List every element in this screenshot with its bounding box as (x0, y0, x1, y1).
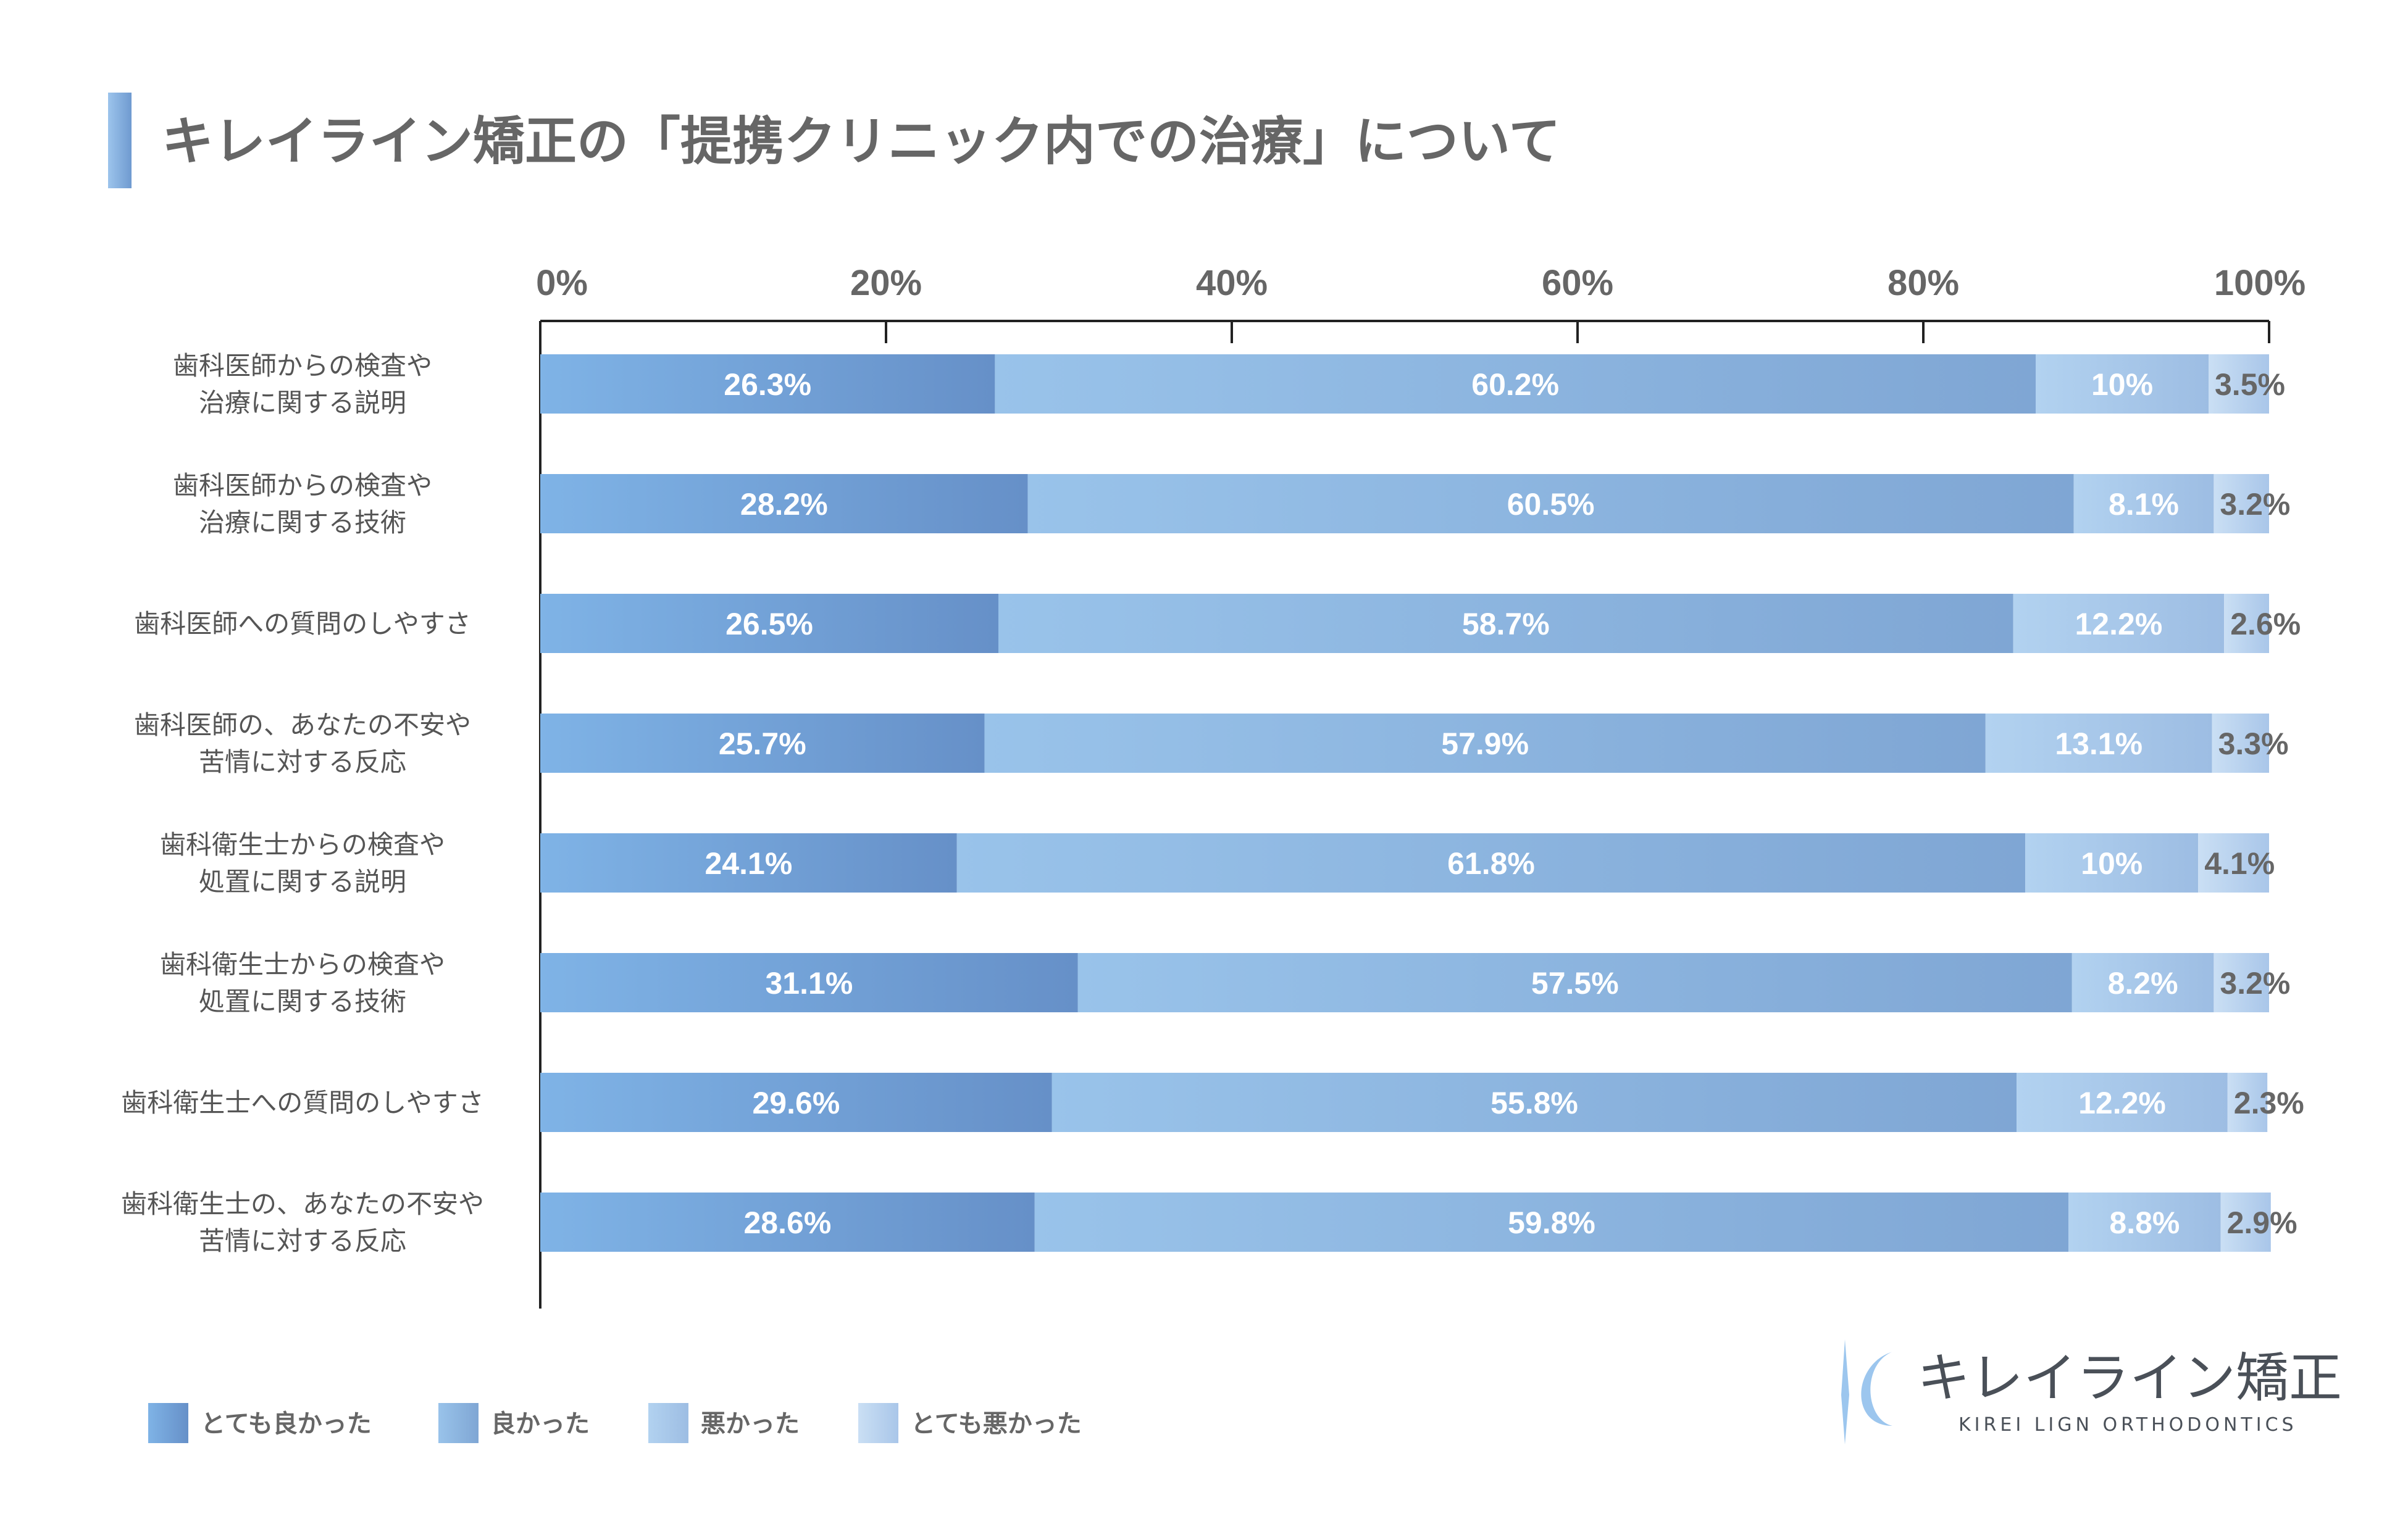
bar-segment (2220, 1193, 2271, 1252)
data-label: 58.7% (1462, 607, 1550, 641)
category-label: 歯科衛生士からの検査や処置に関する説明 (160, 830, 445, 897)
data-label: 31.1% (766, 966, 853, 1001)
bar-segment (540, 1073, 1052, 1132)
bar-segment (995, 354, 2036, 414)
data-label: 29.6% (753, 1086, 840, 1120)
legend-label: とても良かった (201, 1410, 372, 1438)
bar-segment (540, 833, 957, 893)
data-label: 59.8% (1508, 1205, 1595, 1240)
data-label: 8.8% (2109, 1205, 2180, 1240)
data-label: 60.5% (1507, 487, 1595, 522)
data-label: 3.2% (2220, 966, 2290, 1001)
legend-label: 良かった (491, 1410, 590, 1438)
data-label: 3.2% (2220, 487, 2290, 522)
data-label: 2.9% (2227, 1205, 2297, 1240)
bar-segment (1034, 1193, 2069, 1252)
data-label: 10% (2091, 367, 2153, 402)
x-tick-label: 40% (1196, 263, 1268, 303)
x-tick-label: 80% (1888, 263, 1959, 303)
bar-segment (540, 714, 985, 773)
category-labels: 歯科医師からの検査や治療に関する説明歯科医師からの検査や治療に関する技術歯科医師… (121, 351, 484, 1256)
data-label: 10% (2081, 846, 2143, 881)
legend-label: 悪かった (701, 1410, 800, 1438)
category-label: 歯科医師からの検査や治療に関する技術 (173, 470, 432, 538)
bar-segment (1077, 953, 2072, 1012)
bar-segment (2013, 594, 2225, 653)
logo-name-jp: キレイライン矯正 (1917, 1347, 2342, 1409)
bar-segment (2227, 1073, 2268, 1132)
data-label: 28.2% (740, 487, 828, 522)
legend-swatch (438, 1403, 479, 1443)
bar-segment (540, 953, 1078, 1012)
data-label: 28.6% (744, 1205, 832, 1240)
bar-segment (2068, 1193, 2221, 1252)
category-label: 歯科衛生士の、あなたの不安や苦情に対する反応 (121, 1189, 484, 1256)
bar-segment (998, 594, 2013, 653)
logo-arc-mark (1861, 1352, 1892, 1426)
bar-segment (2212, 714, 2269, 773)
legend-label: とても悪かった (911, 1410, 1082, 1438)
x-axis: 0% 20% 40% 60% 80% 100% (536, 263, 2306, 1309)
legend-swatch (148, 1403, 188, 1443)
category-label: 歯科衛生士への質問のしやすさ (121, 1088, 484, 1118)
data-label: 24.1% (705, 846, 793, 881)
bar-segment (1051, 1073, 2017, 1132)
data-label: 8.2% (2108, 966, 2178, 1001)
data-label: 60.2% (1471, 367, 1559, 402)
category-label: 歯科医師からの検査や治療に関する説明 (173, 351, 432, 418)
bar-segment (2214, 474, 2269, 533)
page-title: キレイライン矯正の「提携クリニック内での治療」について (162, 111, 1560, 172)
data-label: 61.8% (1447, 846, 1535, 881)
x-tick-label: 20% (850, 263, 922, 303)
bar-segment (2025, 833, 2199, 893)
legend-swatch (648, 1403, 688, 1443)
data-label: 4.1% (2204, 846, 2275, 881)
bar-segment (540, 1193, 1035, 1252)
bar-segment (2224, 594, 2269, 653)
category-label: 歯科衛生士からの検査や処置に関する技術 (160, 949, 445, 1017)
bars: 26.3% 60.2% 10% 3.5% 28.2% 60.5% 8.1% 3.2% 26.5%… (540, 354, 2304, 1252)
bar-segment (2214, 953, 2269, 1012)
data-label: 12.2% (2078, 1086, 2166, 1120)
title-accent-bar (108, 93, 132, 188)
legend-swatch (858, 1403, 898, 1443)
x-tick-label: 60% (1542, 263, 1613, 303)
bar-segment (2017, 1073, 2228, 1132)
bar-segment (2209, 354, 2269, 414)
data-label: 57.9% (1441, 726, 1529, 761)
logo-name-en: KIREI LIGN ORTHODONTICS (1959, 1414, 2297, 1436)
bar-segment (2071, 953, 2214, 1012)
data-label: 26.3% (724, 367, 811, 402)
bar-segment (540, 594, 998, 653)
data-label: 25.7% (719, 726, 806, 761)
data-label: 57.5% (1531, 966, 1619, 1001)
bar-segment (1027, 474, 2074, 533)
bar-segment (2073, 474, 2214, 533)
legend: とても良かった 良かった 悪かった とても悪かった (148, 1403, 1082, 1443)
logo-line-mark (1841, 1339, 1849, 1444)
data-label: 13.1% (2055, 726, 2143, 761)
data-label: 2.3% (2234, 1086, 2304, 1120)
category-label: 歯科医師の、あなたの不安や苦情に対する反応 (134, 710, 471, 777)
data-label: 2.6% (2230, 607, 2301, 641)
bar-segment (984, 714, 1986, 773)
category-label: 歯科医師への質問のしやすさ (134, 609, 471, 639)
data-label: 3.3% (2218, 726, 2289, 761)
bar-segment (540, 474, 1028, 533)
x-tick-label: 0% (536, 263, 588, 303)
data-label: 12.2% (2075, 607, 2163, 641)
data-label: 55.8% (1490, 1086, 1578, 1120)
bar-segment (2036, 354, 2209, 414)
data-label: 26.5% (725, 607, 813, 641)
logo: キレイライン矯正 KIREI LIGN ORTHODONTICS (1841, 1339, 2342, 1444)
data-label: 3.5% (2215, 367, 2285, 402)
bar-segment (540, 354, 995, 414)
x-tick-label: 100% (2214, 263, 2306, 303)
bar-segment (2198, 833, 2269, 893)
data-label: 8.1% (2109, 487, 2179, 522)
bar-segment (956, 833, 2026, 893)
bar-segment (1985, 714, 2212, 773)
